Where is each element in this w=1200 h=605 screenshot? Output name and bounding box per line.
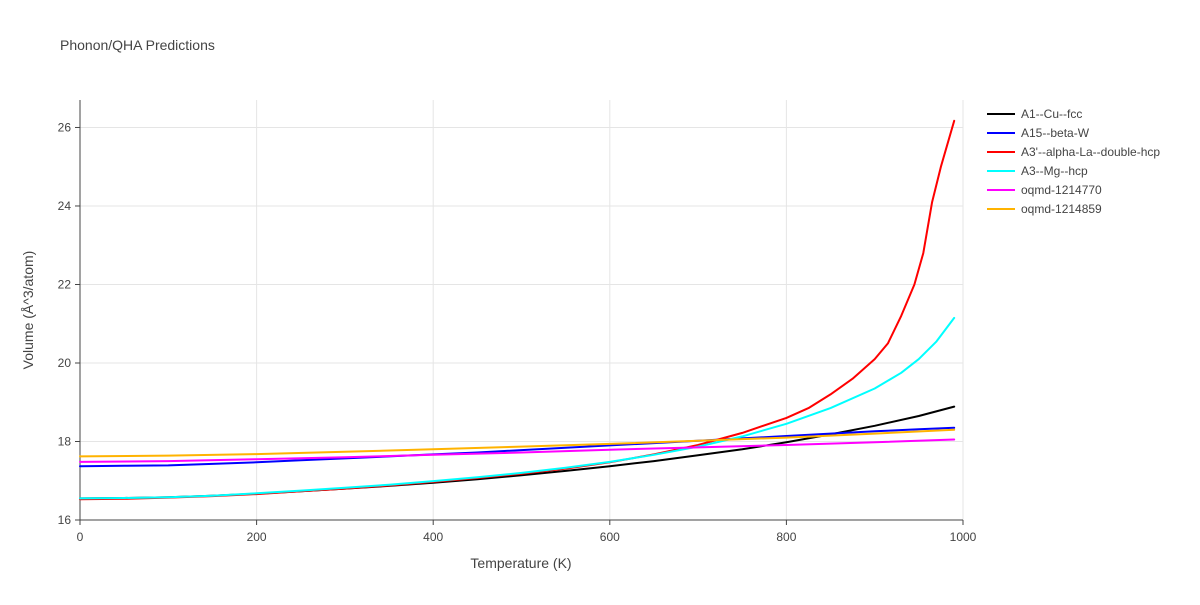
y-tick-label: 24 (58, 199, 72, 213)
legend-label: oqmd-1214770 (1021, 183, 1102, 197)
legend-item[interactable]: A3--Mg--hcp (987, 164, 1088, 178)
x-tick-label: 200 (247, 530, 267, 544)
legend-item[interactable]: A15--beta-W (987, 126, 1090, 140)
y-axis-title: Volume (Å^3/atom) (20, 251, 36, 370)
chart-title: Phonon/QHA Predictions (60, 37, 215, 53)
grid-layer (80, 100, 964, 520)
x-tick-label: 0 (77, 530, 84, 544)
y-tick-label: 22 (58, 277, 72, 291)
legend-item[interactable]: A1--Cu--fcc (987, 107, 1082, 121)
series-line-3[interactable] (79, 316, 956, 500)
series-line-2[interactable] (79, 119, 956, 501)
x-axis-title: Temperature (K) (470, 555, 571, 571)
series-line-1[interactable] (79, 426, 956, 468)
y-tick-label: 16 (58, 513, 72, 527)
x-tick-label: 600 (600, 530, 620, 544)
legend-label: oqmd-1214859 (1021, 202, 1102, 216)
y-tick-label: 20 (58, 356, 72, 370)
series-line-4[interactable] (79, 438, 956, 463)
legend-item[interactable]: oqmd-1214859 (987, 202, 1102, 216)
axis-layer: 0 200 400 600 800 1000 16 18 20 22 24 26 (58, 100, 977, 544)
legend-label: A3'--alpha-La--double-hcp (1021, 145, 1160, 159)
legend-label: A1--Cu--fcc (1021, 107, 1082, 121)
legend-label: A3--Mg--hcp (1021, 164, 1088, 178)
x-tick-label: 400 (423, 530, 443, 544)
legend-item[interactable]: A3'--alpha-La--double-hcp (987, 145, 1160, 159)
series-line-5[interactable] (79, 428, 956, 458)
x-tick-label: 1000 (950, 530, 977, 544)
legend-item[interactable]: oqmd-1214770 (987, 183, 1102, 197)
series-layer (79, 119, 956, 501)
y-tick-label: 18 (58, 434, 72, 448)
y-tick-label: 26 (58, 120, 72, 134)
legend[interactable]: A1--Cu--fcc A15--beta-W A3'--alpha-La--dou… (987, 107, 1160, 216)
x-tick-label: 800 (776, 530, 796, 544)
legend-label: A15--beta-W (1021, 126, 1090, 140)
